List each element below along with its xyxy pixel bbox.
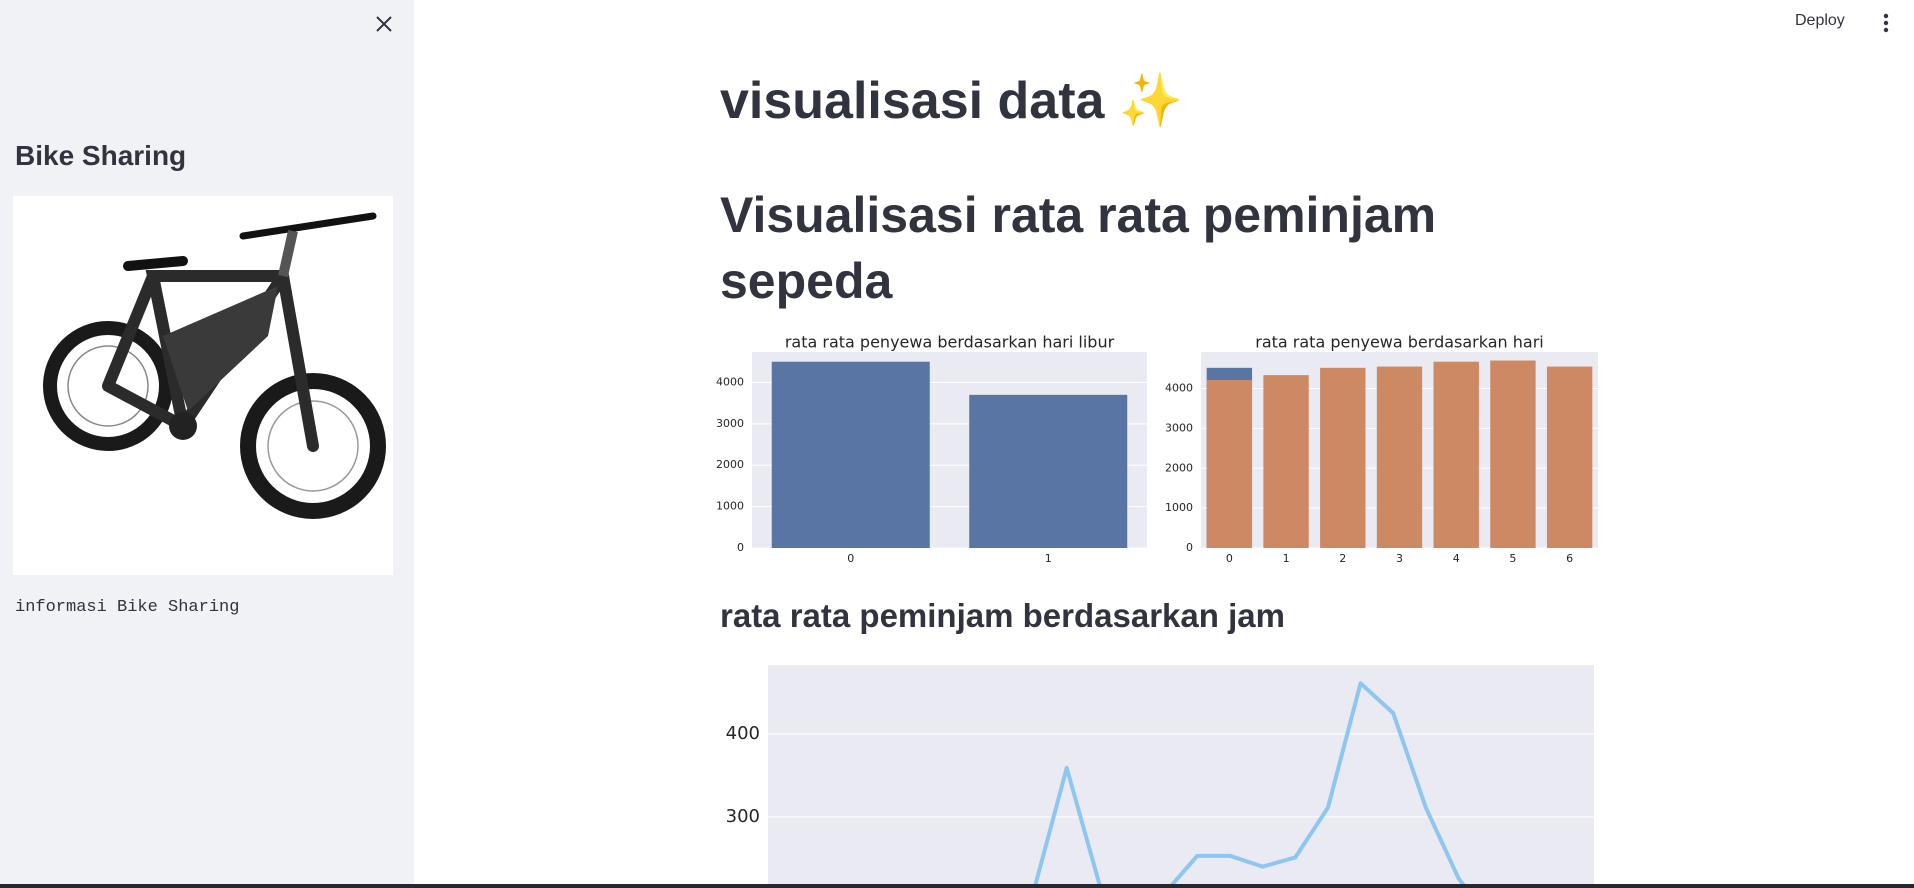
bar bbox=[1320, 367, 1366, 548]
x-tick-label: 5 bbox=[1509, 552, 1516, 565]
x-tick-label: 0 bbox=[1226, 552, 1233, 565]
y-tick-label: 1000 bbox=[716, 500, 744, 513]
y-tick-label: 2000 bbox=[716, 458, 744, 471]
sidebar-title: Bike Sharing bbox=[15, 140, 187, 171]
bar bbox=[1206, 379, 1253, 548]
x-tick-label: 2 bbox=[1339, 552, 1346, 565]
y-tick-label: 4000 bbox=[1165, 382, 1193, 395]
section-subheading: rata rata peminjam berdasarkan jam bbox=[720, 597, 1285, 634]
x-tick-label: 1 bbox=[1283, 552, 1290, 565]
chart-title: rata rata penyewa berdasarkan hari bbox=[1255, 333, 1543, 352]
sidebar: Bike Sharing informasi Bike Sharing bbox=[0, 0, 414, 888]
chart: rata rata penyewa berdasarkan hari 0 1000 2… bbox=[1165, 333, 1598, 565]
bar bbox=[1263, 375, 1309, 548]
bar bbox=[1490, 360, 1536, 548]
y-tick-label: 400 bbox=[726, 723, 760, 744]
bar bbox=[1376, 366, 1423, 548]
x-tick-label: 6 bbox=[1566, 552, 1573, 565]
y-tick-label: 2000 bbox=[1165, 461, 1193, 474]
x-tick-label: 1 bbox=[1045, 552, 1052, 565]
x-tick-label: 4 bbox=[1453, 552, 1460, 565]
chart-title: rata rata penyewa berdasarkan hari libur bbox=[785, 333, 1115, 352]
plot-background bbox=[768, 665, 1594, 884]
bar bbox=[771, 361, 930, 548]
bar bbox=[1546, 366, 1593, 548]
y-tick-label: 3000 bbox=[1165, 421, 1193, 434]
main-menu[interactable] bbox=[1880, 12, 1892, 34]
chart: 300 400 bbox=[726, 665, 1594, 884]
bar bbox=[1433, 361, 1479, 548]
y-tick-label: 3000 bbox=[716, 417, 744, 430]
section-heading: Visualisasi rata rata peminjam sepeda bbox=[720, 187, 1437, 309]
line bbox=[1033, 681, 1466, 884]
x-tick-label: 3 bbox=[1396, 552, 1403, 565]
y-tick-label: 1000 bbox=[1165, 501, 1193, 514]
y-tick-label: 0 bbox=[737, 541, 744, 554]
bar bbox=[969, 394, 1128, 548]
y-tick-label: 0 bbox=[1186, 541, 1193, 554]
sidebar-caption: informasi Bike Sharing bbox=[15, 598, 240, 617]
bottom-bar bbox=[0, 884, 1914, 888]
bike-image bbox=[13, 196, 393, 575]
chart: rata rata penyewa berdasarkan hari libur… bbox=[716, 333, 1147, 565]
page-title: visualisasi data ✨ bbox=[720, 72, 1184, 130]
deploy-button[interactable]: Deploy bbox=[1795, 12, 1845, 29]
close-button[interactable] bbox=[372, 12, 396, 36]
y-tick-label: 300 bbox=[726, 806, 760, 827]
y-tick-label: 4000 bbox=[716, 375, 744, 388]
x-tick-label: 0 bbox=[847, 552, 854, 565]
